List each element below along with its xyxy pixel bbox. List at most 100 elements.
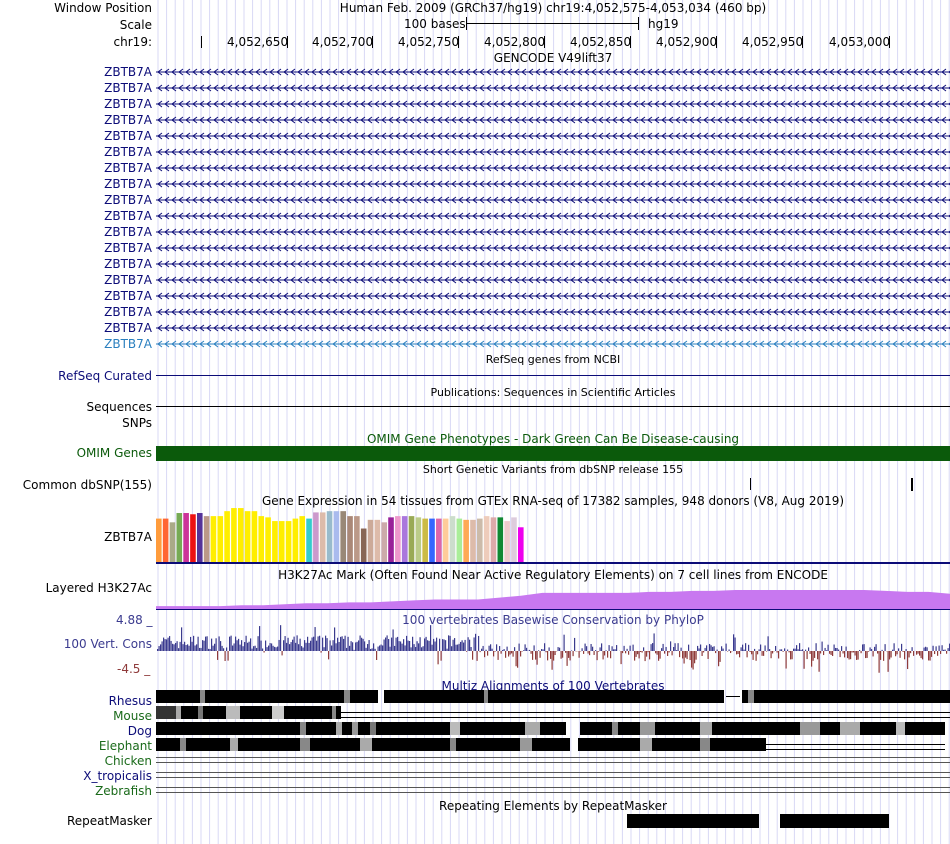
gencode-gene-label[interactable]: ZBTB7A xyxy=(104,113,152,127)
phylop-bar xyxy=(433,638,435,651)
gencode-gene-label[interactable]: ZBTB7A xyxy=(104,145,152,159)
gencode-gene-label[interactable]: ZBTB7A xyxy=(104,97,152,111)
repeat-element[interactable] xyxy=(627,814,759,828)
phylop-bar xyxy=(647,651,649,653)
gencode-transcript[interactable] xyxy=(156,99,950,109)
pubs-line[interactable] xyxy=(156,406,950,407)
gencode-gene-label[interactable]: ZBTB7A xyxy=(104,177,152,191)
phylop-bar xyxy=(182,644,184,651)
gencode-transcript[interactable] xyxy=(156,307,950,317)
gencode-transcript[interactable] xyxy=(156,291,950,301)
phylop-bar xyxy=(362,638,364,651)
pubs-label-snps[interactable]: SNPs xyxy=(122,416,152,430)
phylop-bar xyxy=(358,640,360,651)
gtex-label[interactable]: ZBTB7A xyxy=(104,530,152,544)
ruler-tick xyxy=(716,36,717,48)
species-label[interactable]: Elephant xyxy=(98,739,152,753)
refseq-line[interactable] xyxy=(156,375,950,376)
h3k27ac-signal[interactable] xyxy=(0,580,950,612)
phylop-bar xyxy=(245,635,247,651)
dbsnp-label[interactable]: Common dbSNP(155) xyxy=(22,478,152,492)
scale-label[interactable]: Scale xyxy=(119,18,152,32)
phylop-bar xyxy=(340,636,342,651)
omim-bar[interactable] xyxy=(156,446,950,461)
phylop-bar xyxy=(305,642,307,651)
phylop-bar xyxy=(800,649,802,651)
gencode-gene-label[interactable]: ZBTB7A xyxy=(104,257,152,271)
gencode-transcript[interactable] xyxy=(156,195,950,205)
gencode-gene-label[interactable]: ZBTB7A xyxy=(104,273,152,287)
species-label[interactable]: X_tropicalis xyxy=(83,769,152,783)
phylop-bar xyxy=(463,642,465,651)
species-label[interactable]: Zebrafish xyxy=(95,784,152,798)
phylop-bar xyxy=(857,651,859,660)
species-label[interactable]: Chicken xyxy=(104,754,152,768)
gencode-transcript[interactable] xyxy=(156,147,950,157)
gencode-gene-label[interactable]: ZBTB7A xyxy=(104,225,152,239)
phylop-bar xyxy=(400,641,402,651)
repeat-element[interactable] xyxy=(780,814,889,828)
omim-label[interactable]: OMIM Genes xyxy=(76,446,152,460)
multiz-alignments[interactable] xyxy=(0,690,950,800)
alignment-block xyxy=(370,722,376,735)
species-label[interactable]: Rhesus xyxy=(108,694,152,708)
gencode-gene-label[interactable]: ZBTB7A xyxy=(104,241,152,255)
phylop-bar xyxy=(770,651,772,659)
gtex-bar xyxy=(292,518,299,562)
snp-marker[interactable] xyxy=(750,478,751,490)
alignment-block xyxy=(754,690,950,703)
ruler-label: 4,052,900 xyxy=(656,35,718,49)
gencode-gene-label[interactable]: ZBTB7A xyxy=(104,305,152,319)
gencode-transcript[interactable] xyxy=(156,179,950,189)
chrom-label[interactable]: chr19: xyxy=(113,35,152,49)
h3k27ac-label[interactable]: Layered H3K27Ac xyxy=(45,581,152,595)
phylop-bar xyxy=(464,639,466,651)
phylop-bar xyxy=(295,642,297,651)
gencode-transcript[interactable] xyxy=(156,83,950,93)
gencode-transcript[interactable] xyxy=(156,259,950,269)
pubs-label-sequences[interactable]: Sequences xyxy=(86,400,152,414)
gencode-gene-label[interactable]: ZBTB7A xyxy=(104,129,152,143)
rmsk-label[interactable]: RepeatMasker xyxy=(66,814,152,828)
gencode-transcript[interactable] xyxy=(156,275,950,285)
species-label[interactable]: Mouse xyxy=(113,709,152,723)
phylop-bar xyxy=(680,647,682,651)
phylop-bar xyxy=(904,651,906,660)
phylop-bar xyxy=(725,643,727,651)
gencode-transcript[interactable] xyxy=(156,243,950,253)
gencode-gene-label[interactable]: ZBTB7A xyxy=(104,65,152,79)
gencode-transcript[interactable] xyxy=(156,131,950,141)
phylop-bar xyxy=(838,649,840,651)
gencode-transcript[interactable] xyxy=(156,211,950,221)
gencode-transcript[interactable] xyxy=(156,323,950,333)
refseq-label[interactable]: RefSeq Curated xyxy=(58,369,152,383)
phylop-bar xyxy=(317,636,319,651)
phylop-bar xyxy=(172,643,174,651)
gencode-gene-label[interactable]: ZBTB7A xyxy=(104,337,152,351)
window-position-label[interactable]: Window Position xyxy=(54,1,152,15)
gencode-gene-label[interactable]: ZBTB7A xyxy=(104,81,152,95)
gencode-gene-label[interactable]: ZBTB7A xyxy=(104,161,152,175)
phylop-signal[interactable] xyxy=(0,624,950,680)
gencode-transcript[interactable] xyxy=(156,115,950,125)
gtex-bar xyxy=(456,518,463,562)
gencode-transcript[interactable] xyxy=(156,67,950,77)
gencode-transcript[interactable] xyxy=(156,339,950,349)
gencode-transcript[interactable] xyxy=(156,227,950,237)
species-label[interactable]: Dog xyxy=(127,724,152,738)
phylop-bar xyxy=(427,640,429,651)
gencode-gene-label[interactable]: ZBTB7A xyxy=(104,321,152,335)
gencode-transcript[interactable] xyxy=(156,163,950,173)
gencode-gene-label[interactable]: ZBTB7A xyxy=(104,209,152,223)
alignment-block xyxy=(156,738,180,751)
phylop-label[interactable]: 100 Vert. Cons xyxy=(63,637,152,651)
phylop-bar xyxy=(272,645,274,651)
phylop-bar xyxy=(931,651,933,657)
phylop-bar xyxy=(719,651,721,662)
phylop-bar xyxy=(847,651,849,659)
gtex-bar-chart[interactable] xyxy=(0,500,950,564)
gencode-gene-label[interactable]: ZBTB7A xyxy=(104,193,152,207)
snp-marker[interactable] xyxy=(911,478,913,491)
phylop-bar xyxy=(518,643,520,651)
gencode-gene-label[interactable]: ZBTB7A xyxy=(104,289,152,303)
